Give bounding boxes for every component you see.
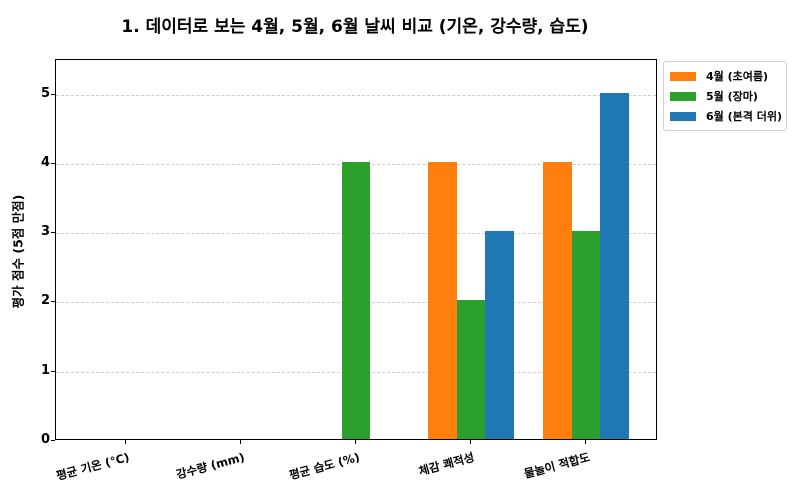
legend-label: 5월 (장마) (706, 90, 758, 103)
y-tick-label: 2 (40, 293, 50, 309)
y-tick-label: 1 (40, 362, 50, 378)
y-tick-mark (51, 232, 55, 234)
legend-label: 4월 (초여름) (706, 70, 769, 83)
legend-swatch-icon (670, 91, 696, 101)
legend-swatch-icon (670, 71, 696, 81)
y-tick-label: 4 (40, 154, 50, 170)
legend-item: 6월 (본격 더위) (664, 106, 786, 126)
x-tick-mark (240, 440, 241, 444)
bar (341, 161, 371, 439)
bar (571, 231, 601, 439)
y-tick-label: 5 (40, 85, 50, 101)
y-tick-label: 0 (40, 432, 50, 447)
x-tick-mark (125, 440, 126, 444)
x-tick-mark (355, 440, 356, 444)
bar (456, 300, 486, 439)
y-tick-label: 3 (40, 224, 50, 240)
x-tick-label: 평균 기온 (°C) (54, 449, 131, 483)
y-tick-mark (51, 93, 55, 95)
x-tick-mark (585, 440, 586, 444)
y-axis-label: 평가 점수 (5점 만점) (10, 194, 26, 309)
y-tick-mark (51, 162, 55, 164)
legend-item: 5월 (장마) (664, 86, 786, 106)
x-tick-label: 강수량 (mm) (174, 449, 247, 482)
legend-label: 6월 (본격 더위) (706, 110, 782, 123)
legend-item: 4월 (초여름) (664, 66, 786, 86)
bar (485, 231, 515, 439)
y-tick-mark (51, 301, 55, 303)
x-tick-label: 평균 습도 (%) (287, 449, 362, 483)
x-tick-label: 물놀이 적합도 (522, 449, 592, 481)
legend-swatch-icon (670, 111, 696, 121)
bar (600, 92, 630, 439)
gridline (56, 94, 656, 96)
chart-title: 1. 데이터로 보는 4월, 5월, 6월 날씨 비교 (기온, 강수량, 습도… (121, 17, 589, 37)
plot-area (55, 59, 657, 440)
legend: 4월 (초여름) 5월 (장마) 6월 (본격 더위) (663, 61, 787, 131)
bar (427, 161, 457, 439)
x-tick-label: 체감 쾌적성 (417, 449, 476, 479)
y-tick-mark (51, 370, 55, 372)
x-tick-mark (470, 440, 471, 444)
bar (542, 161, 572, 439)
y-tick-mark (51, 440, 55, 441)
